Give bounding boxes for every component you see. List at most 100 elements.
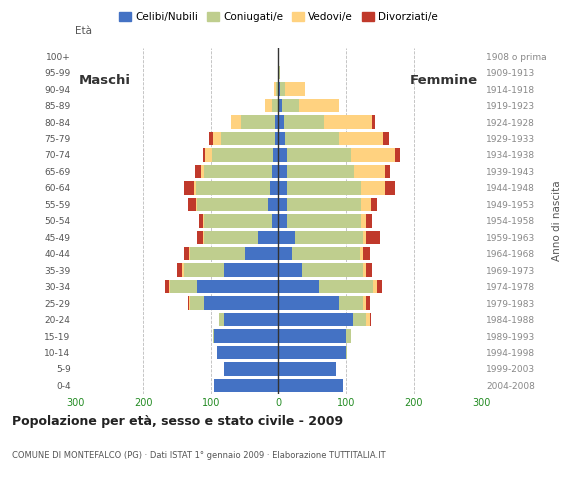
- Bar: [278, 346, 346, 359]
- Bar: [373, 280, 376, 293]
- Bar: [201, 165, 204, 178]
- Bar: [383, 132, 389, 145]
- Bar: [287, 148, 351, 162]
- Bar: [209, 132, 213, 145]
- Bar: [204, 230, 258, 244]
- Bar: [202, 230, 204, 244]
- Bar: [278, 247, 292, 261]
- Bar: [202, 214, 204, 228]
- Bar: [231, 115, 241, 129]
- Bar: [184, 264, 224, 277]
- Bar: [274, 83, 276, 96]
- Bar: [169, 280, 170, 293]
- Bar: [170, 280, 197, 293]
- Bar: [360, 247, 363, 261]
- Bar: [188, 296, 189, 310]
- Text: Popolazione per età, sesso e stato civile - 2009: Popolazione per età, sesso e stato civil…: [12, 415, 343, 428]
- Bar: [302, 264, 363, 277]
- Text: Età: Età: [75, 26, 92, 36]
- Bar: [278, 362, 336, 376]
- Bar: [363, 264, 367, 277]
- Bar: [376, 280, 382, 293]
- Bar: [241, 115, 275, 129]
- Bar: [213, 132, 221, 145]
- Bar: [197, 230, 202, 244]
- Bar: [361, 198, 371, 211]
- Bar: [165, 280, 169, 293]
- Bar: [188, 198, 196, 211]
- Bar: [367, 296, 370, 310]
- Bar: [273, 148, 278, 162]
- Bar: [287, 165, 354, 178]
- Bar: [287, 198, 361, 211]
- Bar: [182, 264, 184, 277]
- Bar: [224, 362, 278, 376]
- Bar: [285, 83, 306, 96]
- Bar: [278, 83, 280, 96]
- Bar: [319, 280, 373, 293]
- Bar: [324, 115, 372, 129]
- Bar: [221, 132, 275, 145]
- Bar: [363, 230, 367, 244]
- Bar: [280, 83, 285, 96]
- Bar: [278, 230, 295, 244]
- Bar: [278, 296, 339, 310]
- Text: COMUNE DI MONTEFALCO (PG) · Dati ISTAT 1° gennaio 2009 · Elaborazione TUTTITALIA: COMUNE DI MONTEFALCO (PG) · Dati ISTAT 1…: [12, 451, 385, 460]
- Bar: [265, 99, 271, 112]
- Bar: [214, 329, 278, 343]
- Bar: [190, 296, 204, 310]
- Y-axis label: Anno di nascita: Anno di nascita: [552, 180, 563, 261]
- Bar: [346, 346, 347, 359]
- Text: Maschi: Maschi: [79, 74, 130, 87]
- Bar: [292, 247, 360, 261]
- Bar: [278, 329, 346, 343]
- Bar: [385, 165, 390, 178]
- Bar: [285, 132, 339, 145]
- Bar: [268, 198, 278, 211]
- Bar: [271, 214, 278, 228]
- Bar: [177, 264, 182, 277]
- Bar: [287, 214, 361, 228]
- Bar: [284, 115, 324, 129]
- Bar: [195, 165, 201, 178]
- Bar: [287, 181, 361, 194]
- Bar: [385, 181, 395, 194]
- Bar: [203, 148, 205, 162]
- Bar: [224, 264, 278, 277]
- Bar: [213, 329, 214, 343]
- Bar: [184, 247, 189, 261]
- Bar: [278, 313, 353, 326]
- Bar: [214, 379, 278, 392]
- Bar: [275, 115, 278, 129]
- Bar: [194, 181, 196, 194]
- Bar: [370, 313, 371, 326]
- Bar: [258, 230, 278, 244]
- Bar: [351, 148, 395, 162]
- Bar: [271, 165, 278, 178]
- Bar: [245, 247, 278, 261]
- Bar: [363, 247, 370, 261]
- Bar: [367, 313, 370, 326]
- Bar: [278, 148, 287, 162]
- Bar: [361, 214, 367, 228]
- Bar: [204, 214, 271, 228]
- Bar: [278, 379, 343, 392]
- Bar: [278, 264, 302, 277]
- Bar: [275, 132, 278, 145]
- Bar: [282, 99, 299, 112]
- Bar: [278, 132, 285, 145]
- Bar: [354, 165, 385, 178]
- Legend: Celibi/Nubili, Coniugati/e, Vedovi/e, Divorziati/e: Celibi/Nubili, Coniugati/e, Vedovi/e, Di…: [115, 8, 442, 26]
- Bar: [196, 181, 270, 194]
- Bar: [190, 247, 245, 261]
- Bar: [205, 148, 212, 162]
- Bar: [278, 66, 280, 79]
- Bar: [299, 99, 339, 112]
- Bar: [197, 280, 278, 293]
- Bar: [278, 280, 319, 293]
- Bar: [372, 115, 375, 129]
- Bar: [367, 230, 380, 244]
- Bar: [212, 148, 273, 162]
- Bar: [189, 296, 190, 310]
- Bar: [278, 115, 284, 129]
